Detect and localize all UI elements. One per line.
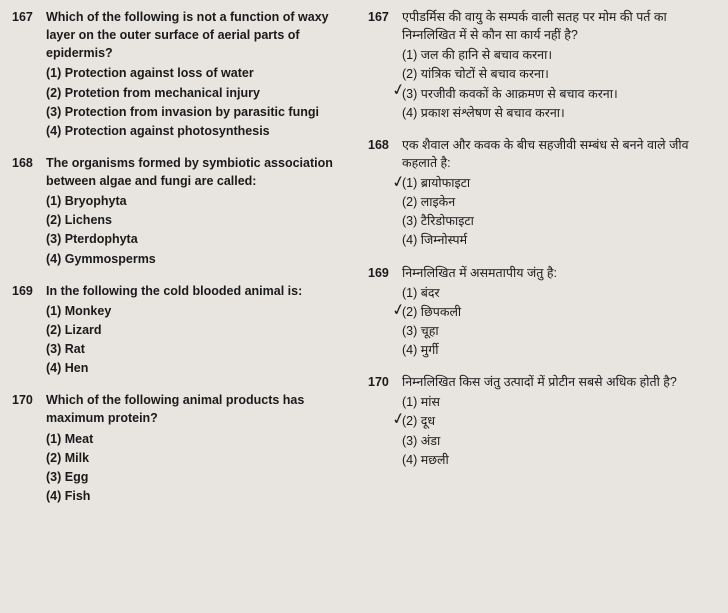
option: (4) मुर्गी — [402, 341, 716, 359]
option: (3) Protection from invasion by parasiti… — [46, 103, 360, 121]
qbody: एपीडर्मिस की वायु के सम्पर्क वाली सतह पर… — [402, 8, 716, 122]
options: (1) मांस (2) दूध (3) अंडा (4) मछली — [402, 393, 716, 469]
qbody: In the following the cold blooded animal… — [46, 282, 360, 378]
option: (4) Hen — [46, 359, 360, 377]
stem: The organisms formed by symbiotic associ… — [46, 154, 360, 190]
question-168-hi: ✓ 168 एक शैवाल और कवक के बीच सहजीवी सम्ब… — [368, 136, 716, 250]
qbody: The organisms formed by symbiotic associ… — [46, 154, 360, 268]
option: (2) छिपकली — [402, 303, 716, 321]
qnum: 168 — [12, 154, 38, 268]
option: (1) बंदर — [402, 284, 716, 302]
option: (1) जल की हानि से बचाव करना। — [402, 46, 716, 64]
question-169-en: 169 In the following the cold blooded an… — [12, 282, 360, 378]
option: (2) दूध — [402, 412, 716, 430]
option: (4) मछली — [402, 451, 716, 469]
stem: Which of the following animal products h… — [46, 391, 360, 427]
options: (1) बंदर (2) छिपकली (3) चूहा (4) मुर्गी — [402, 284, 716, 360]
option: (4) प्रकाश संश्लेषण से बचाव करना। — [402, 104, 716, 122]
option: (3) Pterdophyta — [46, 230, 360, 248]
option: (1) Monkey — [46, 302, 360, 320]
option: (3) Rat — [46, 340, 360, 358]
options: (1) Bryophyta (2) Lichens (3) Pterdophyt… — [46, 192, 360, 268]
option: (4) Gymmosperms — [46, 250, 360, 268]
stem: निम्नलिखित किस जंतु उत्पादों में प्रोटीन… — [402, 373, 716, 391]
stem: एक शैवाल और कवक के बीच सहजीवी सम्बंध से … — [402, 136, 716, 172]
qnum: 167 — [12, 8, 38, 140]
question-167-en: 167 Which of the following is not a func… — [12, 8, 360, 140]
stem: In the following the cold blooded animal… — [46, 282, 360, 300]
option: (1) Protection against loss of water — [46, 64, 360, 82]
option: (4) Fish — [46, 487, 360, 505]
option: (3) अंडा — [402, 432, 716, 450]
option: (1) मांस — [402, 393, 716, 411]
question-167-hi: ✓ 167 एपीडर्मिस की वायु के सम्पर्क वाली … — [368, 8, 716, 122]
qbody: निम्नलिखित में असमतापीय जंतु है: (1) बंद… — [402, 264, 716, 360]
option: (2) Lichens — [46, 211, 360, 229]
qnum: 167 — [368, 8, 394, 122]
right-column: ✓ 167 एपीडर्मिस की वायु के सम्पर्क वाली … — [368, 8, 716, 505]
question-170-en: 170 Which of the following animal produc… — [12, 391, 360, 505]
option: (1) ब्रायोफाइटा — [402, 174, 716, 192]
qbody: Which of the following is not a function… — [46, 8, 360, 140]
options: (1) जल की हानि से बचाव करना। (2) यांत्रि… — [402, 46, 716, 122]
option: (2) Lizard — [46, 321, 360, 339]
left-column: 167 Which of the following is not a func… — [12, 8, 360, 505]
option: (2) Protetion from mechanical injury — [46, 84, 360, 102]
option: (2) लाइकेन — [402, 193, 716, 211]
options: (1) Protection against loss of water (2)… — [46, 64, 360, 140]
option: (3) Egg — [46, 468, 360, 486]
option: (4) Protection against photosynthesis — [46, 122, 360, 140]
stem: निम्नलिखित में असमतापीय जंतु है: — [402, 264, 716, 282]
stem: Which of the following is not a function… — [46, 8, 360, 62]
stem: एपीडर्मिस की वायु के सम्पर्क वाली सतह पर… — [402, 8, 716, 44]
qbody: एक शैवाल और कवक के बीच सहजीवी सम्बंध से … — [402, 136, 716, 250]
option: (3) टैरिडोफाइटा — [402, 212, 716, 230]
qnum: 170 — [368, 373, 394, 469]
option: (2) यांत्रिक चोटों से बचाव करना। — [402, 65, 716, 83]
option: (3) परजीवी कवकों के आक्रमण से बचाव करना। — [402, 85, 716, 103]
qnum: 169 — [12, 282, 38, 378]
options: (1) Monkey (2) Lizard (3) Rat (4) Hen — [46, 302, 360, 378]
qbody: निम्नलिखित किस जंतु उत्पादों में प्रोटीन… — [402, 373, 716, 469]
exam-page: 167 Which of the following is not a func… — [12, 8, 716, 505]
qnum: 168 — [368, 136, 394, 250]
option: (1) Meat — [46, 430, 360, 448]
qnum: 169 — [368, 264, 394, 360]
question-169-hi: ✓ 169 निम्नलिखित में असमतापीय जंतु है: (… — [368, 264, 716, 360]
qbody: Which of the following animal products h… — [46, 391, 360, 505]
question-170-hi: ✓ 170 निम्नलिखित किस जंतु उत्पादों में प… — [368, 373, 716, 469]
option: (2) Milk — [46, 449, 360, 467]
option: (1) Bryophyta — [46, 192, 360, 210]
options: (1) ब्रायोफाइटा (2) लाइकेन (3) टैरिडोफाइ… — [402, 174, 716, 250]
qnum: 170 — [12, 391, 38, 505]
question-168-en: 168 The organisms formed by symbiotic as… — [12, 154, 360, 268]
options: (1) Meat (2) Milk (3) Egg (4) Fish — [46, 430, 360, 506]
option: (3) चूहा — [402, 322, 716, 340]
option: (4) जिम्नोस्पर्म — [402, 231, 716, 249]
